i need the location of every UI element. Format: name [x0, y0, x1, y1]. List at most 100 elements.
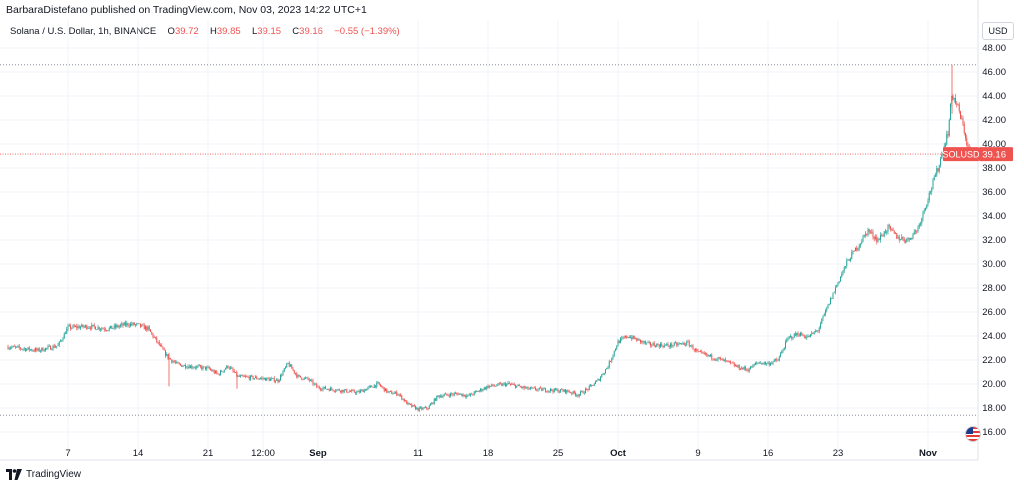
candle-body — [446, 393, 448, 395]
candle-body — [768, 362, 770, 366]
candle-body — [291, 364, 293, 369]
candle-body — [545, 388, 546, 392]
candle-body — [883, 231, 885, 237]
symbol-name: Solana / U.S. Dollar, 1h, BINANCE — [10, 26, 157, 37]
candle-body — [73, 325, 75, 327]
candle-body — [808, 336, 810, 337]
candle-body — [273, 378, 275, 382]
price-tick-label: 44.00 — [982, 91, 1006, 102]
candle-body — [261, 377, 263, 379]
candle-body — [42, 347, 44, 352]
candle-body — [370, 385, 371, 387]
candle-body — [287, 362, 289, 364]
candle-body — [527, 386, 529, 390]
candle-body — [690, 345, 691, 347]
candle-body — [98, 327, 100, 330]
candle-body — [478, 390, 480, 392]
candle-body — [243, 376, 245, 377]
candle-body — [130, 323, 131, 327]
candle-body — [72, 325, 74, 328]
candle-body — [876, 237, 878, 242]
candle-body — [952, 95, 954, 100]
candle-body — [38, 348, 40, 352]
candle-body — [933, 176, 935, 180]
candle-body — [602, 374, 604, 376]
candle-body — [521, 386, 523, 388]
price-tick-label: 18.00 — [982, 403, 1006, 414]
candle-body — [765, 362, 766, 365]
candle-body — [256, 376, 258, 379]
candle-body — [798, 335, 800, 337]
candle-body — [623, 337, 625, 339]
candle-body — [411, 404, 413, 407]
candle-body — [488, 385, 490, 388]
candle-body — [638, 338, 640, 340]
candle-body — [707, 354, 709, 356]
candle-body — [230, 367, 231, 369]
candle-body — [193, 367, 195, 369]
candle-body — [830, 298, 831, 305]
candle-body — [71, 327, 73, 329]
candle-body — [17, 346, 19, 347]
candle-body — [470, 393, 471, 396]
candle-body — [220, 370, 221, 375]
candle-body — [153, 337, 155, 338]
candle-body — [412, 405, 414, 407]
candle-body — [631, 337, 633, 340]
candle-body — [846, 260, 848, 267]
candle-body — [913, 231, 915, 234]
candle-body — [962, 118, 964, 125]
candle-body — [181, 364, 183, 367]
candle-body — [450, 393, 451, 397]
candle-body — [916, 230, 918, 232]
candle-body — [862, 236, 864, 242]
candle-body — [705, 353, 706, 355]
candle-body — [636, 338, 638, 341]
candle-body — [570, 392, 571, 394]
candle-body — [667, 343, 669, 347]
candle-body — [733, 363, 735, 367]
candle-body — [595, 381, 596, 384]
candle-body — [537, 389, 539, 391]
candle-body — [10, 347, 11, 349]
candle-body — [747, 369, 749, 372]
candle-body — [480, 388, 481, 391]
candle-body — [198, 365, 200, 367]
candle-body — [87, 327, 89, 329]
us-flag-icon[interactable] — [965, 426, 981, 442]
candle-body — [680, 343, 681, 345]
currency-button[interactable]: USD — [982, 22, 1014, 40]
candle-body — [596, 380, 598, 382]
candle-body — [852, 250, 854, 253]
candle-body — [931, 188, 933, 192]
price-tick-label: 20.00 — [982, 379, 1006, 390]
candle-body — [380, 384, 381, 387]
candle-body — [50, 345, 51, 350]
candle-body — [963, 124, 965, 134]
candle-body — [366, 388, 368, 391]
candle-body — [117, 325, 119, 328]
candle-body — [857, 248, 859, 251]
candle-body — [572, 391, 574, 394]
candle-body — [440, 396, 441, 398]
candle-body — [23, 348, 25, 350]
candle-body — [341, 389, 343, 393]
candle-body — [317, 386, 319, 388]
candle-body — [895, 233, 896, 234]
candle-body — [435, 398, 436, 401]
candle-body — [577, 395, 579, 397]
candle-body — [361, 389, 363, 391]
candle-body — [307, 377, 309, 380]
tradingview-brand[interactable]: TradingView — [6, 469, 81, 480]
candle-body — [160, 344, 161, 346]
candle-body — [740, 369, 741, 370]
candle-body — [120, 325, 121, 327]
candle-body — [886, 231, 888, 233]
candle-body — [131, 323, 133, 325]
candle-body — [555, 388, 556, 391]
candle-body — [213, 370, 215, 374]
candle-body — [145, 326, 146, 330]
candle-body — [567, 389, 569, 392]
candle-body — [466, 395, 468, 398]
